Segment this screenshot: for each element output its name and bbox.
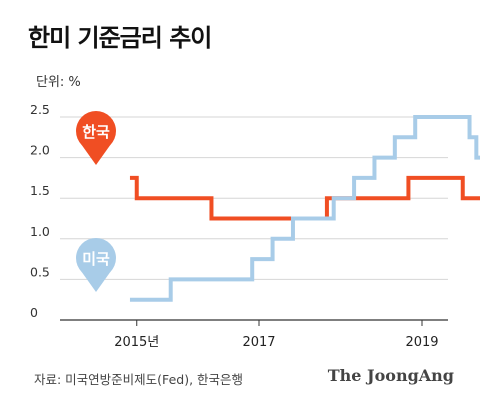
x-tick-label: 2017	[242, 335, 275, 350]
y-tick-label: 0.5	[30, 264, 50, 279]
y-tick-label: 0	[30, 305, 38, 320]
brand-logo: The JoongAng	[327, 366, 454, 385]
x-axis-ticks: 2015년2017201920212022	[114, 320, 439, 350]
us-marker: 미국	[76, 238, 116, 292]
y-tick-label: 2.0	[30, 143, 50, 158]
korea-marker-bubble	[76, 111, 116, 151]
unit-label: 단위: %	[36, 75, 81, 90]
x-tick-label: 2015년	[114, 335, 159, 350]
series-lines	[129, 115, 480, 302]
x-tick-label: 2019	[405, 335, 438, 350]
us-rate-line	[129, 115, 480, 302]
chart-title: 한미 기준금리 추이	[28, 24, 212, 52]
korea-rate-line	[129, 175, 480, 221]
y-tick-label: 1.5	[30, 183, 50, 198]
source-note: 자료: 미국연방준비제도(Fed), 한국은행	[34, 372, 244, 387]
us-marker-label: 미국	[82, 250, 110, 268]
y-tick-label: 1.0	[30, 224, 50, 239]
us-marker-bubble	[76, 238, 116, 278]
y-axis-ticks: 2.5 2.0 1.5 1.0 0.5 0	[30, 102, 50, 320]
y-tick-label: 2.5	[30, 102, 50, 117]
korea-marker-label: 한국	[82, 123, 110, 141]
korea-marker: 한국	[76, 111, 116, 165]
